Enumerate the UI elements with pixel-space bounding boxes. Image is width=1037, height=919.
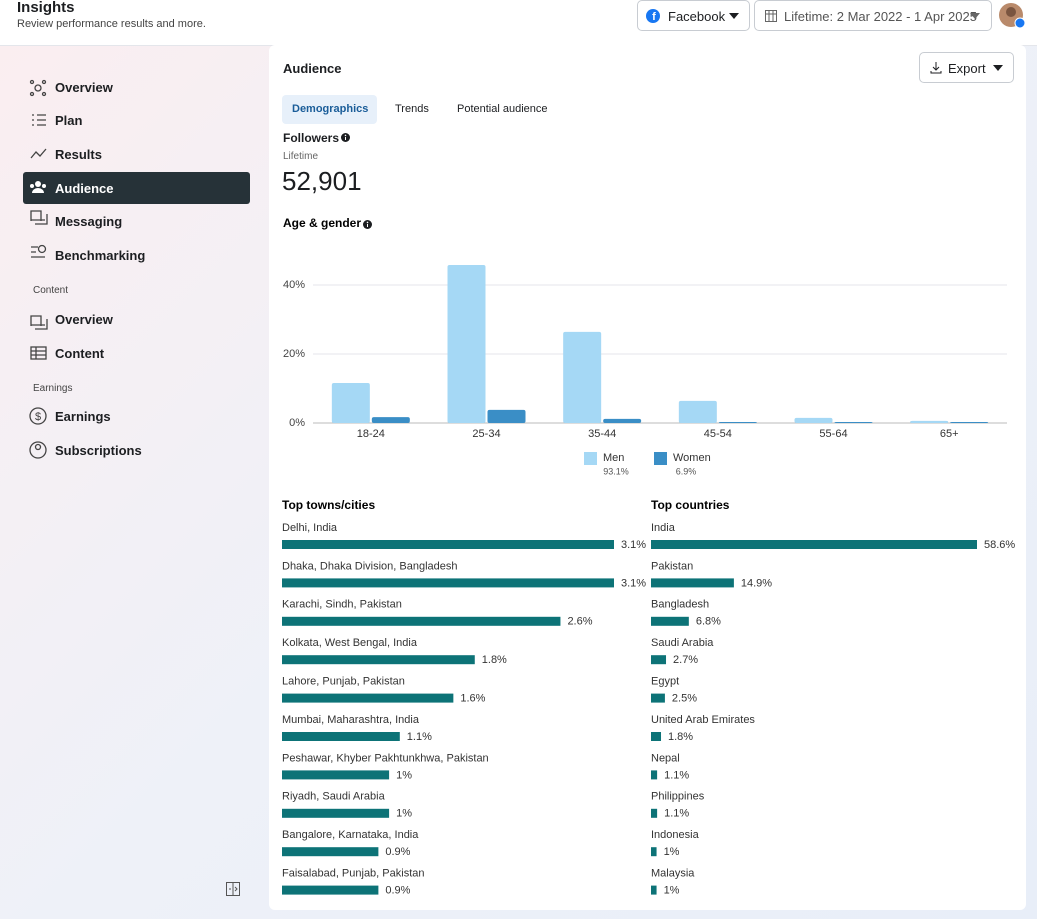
x-tick-label: 18-24 [357, 428, 385, 440]
bar [651, 617, 689, 626]
value-label: 1% [396, 769, 412, 781]
value-label: 1% [664, 885, 680, 897]
value-label: 1.8% [482, 654, 507, 666]
bar-category-label: Bangladesh [651, 599, 709, 611]
value-label: 58.6% [984, 539, 1015, 551]
x-tick-label: 55-64 [819, 428, 847, 440]
value-label: 14.9% [741, 577, 772, 589]
bar [651, 847, 657, 856]
bar [603, 419, 641, 423]
value-label: 1.1% [407, 731, 432, 743]
value-label: 2.5% [672, 693, 697, 705]
bar [563, 332, 601, 423]
bar-category-label: Pakistan [651, 560, 693, 572]
y-tick-label: 0% [289, 417, 305, 429]
bar [282, 617, 560, 626]
bar [651, 578, 734, 587]
bar-category-label: United Arab Emirates [651, 714, 755, 726]
bar-category-label: Faisalabad, Punjab, Pakistan [282, 868, 424, 880]
bar [679, 401, 717, 423]
bar-category-label: Saudi Arabia [651, 637, 714, 649]
bar [651, 809, 657, 818]
value-label: 1.6% [460, 693, 485, 705]
bar-category-label: Mumbai, Maharashtra, India [282, 714, 420, 726]
chart-title: Age & gender [283, 216, 361, 230]
legend-swatch [584, 452, 597, 465]
legend-share: 6.9% [676, 466, 697, 476]
y-tick-label: 40% [283, 279, 305, 291]
value-label: 0.9% [385, 885, 410, 897]
bar-category-label: Karachi, Sindh, Pakistan [282, 599, 402, 611]
bar [651, 886, 657, 895]
value-label: 1.1% [664, 808, 689, 820]
bar-category-label: Bangalore, Karnataka, India [282, 829, 419, 841]
y-tick-label: 20% [283, 348, 305, 360]
value-label: 6.8% [696, 616, 721, 628]
bar-category-label: Indonesia [651, 829, 700, 841]
bar [651, 694, 665, 703]
bar [282, 540, 614, 549]
bar [651, 540, 977, 549]
bar [651, 655, 666, 664]
value-label: 3.1% [621, 577, 646, 589]
bar [651, 770, 657, 779]
bar [372, 417, 410, 423]
bar [282, 886, 378, 895]
chart-title: Top countries [651, 498, 730, 512]
value-label: 2.7% [673, 654, 698, 666]
bar [332, 383, 370, 423]
bar-category-label: Dhaka, Dhaka Division, Bangladesh [282, 560, 458, 572]
x-tick-label: 45-54 [704, 428, 732, 440]
bar [282, 732, 400, 741]
bar-category-label: Nepal [651, 752, 680, 764]
value-label: 1.8% [668, 731, 693, 743]
value-label: 0.9% [385, 846, 410, 858]
value-label: 2.6% [567, 616, 592, 628]
bar-category-label: Riyadh, Saudi Arabia [282, 791, 386, 803]
x-tick-label: 35-44 [588, 428, 616, 440]
bar [795, 418, 833, 423]
legend-share: 93.1% [603, 466, 629, 476]
bar-category-label: Malaysia [651, 868, 695, 880]
bar [282, 770, 389, 779]
bar-category-label: Lahore, Punjab, Pakistan [282, 676, 405, 688]
bar [910, 421, 948, 423]
bar-category-label: Delhi, India [282, 522, 338, 534]
bar-category-label: Philippines [651, 791, 705, 803]
x-tick-label: 65+ [940, 428, 959, 440]
chart-title: Top towns/cities [282, 498, 375, 512]
bar [719, 422, 757, 423]
value-label: 1% [396, 808, 412, 820]
bar [835, 422, 873, 423]
x-tick-label: 25-34 [472, 428, 500, 440]
bar [950, 422, 988, 423]
bar [282, 847, 378, 856]
bar [282, 809, 389, 818]
bar [448, 265, 486, 423]
value-label: 1% [664, 846, 680, 858]
bar [282, 655, 475, 664]
legend-swatch [654, 452, 667, 465]
legend-label: Men [603, 452, 624, 464]
bar [282, 578, 614, 587]
bar [651, 732, 661, 741]
value-label: 3.1% [621, 539, 646, 551]
bar-category-label: Egypt [651, 676, 679, 688]
bar-category-label: India [651, 522, 676, 534]
bar [488, 410, 526, 423]
value-label: 1.1% [664, 769, 689, 781]
legend-label: Women [673, 452, 711, 464]
bar [282, 694, 453, 703]
bar-category-label: Peshawar, Khyber Pakhtunkhwa, Pakistan [282, 752, 489, 764]
bar-category-label: Kolkata, West Bengal, India [282, 637, 418, 649]
